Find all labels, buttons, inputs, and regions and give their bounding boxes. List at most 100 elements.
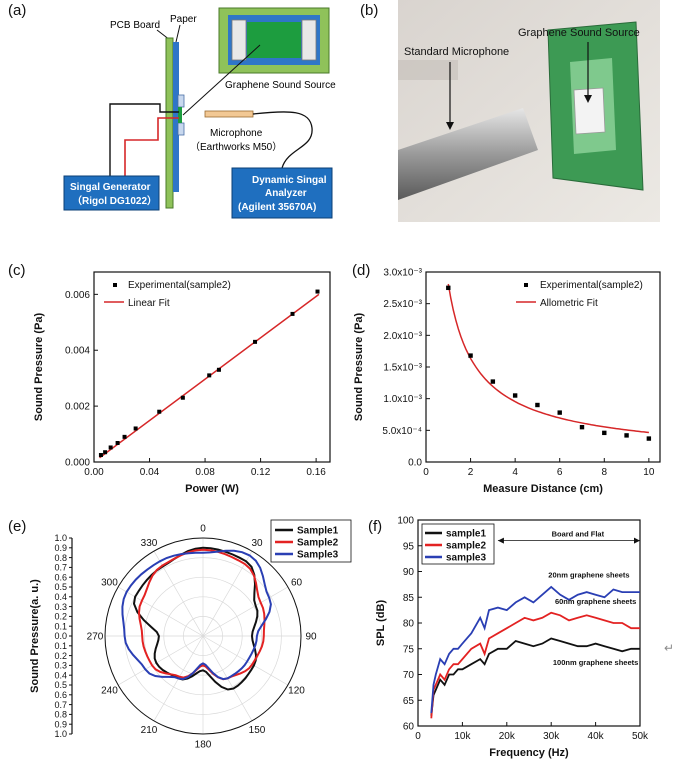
data-point (108, 445, 113, 450)
x-tick-label: 10k (454, 731, 471, 742)
radial-tick-label: 0.4 (54, 670, 67, 680)
data-point (180, 395, 185, 400)
angle-label: 210 (141, 725, 158, 736)
angle-label: 270 (87, 632, 104, 643)
photo-shadow (398, 60, 458, 80)
x-axis-label: Measure Distance (cm) (483, 483, 603, 495)
data-point (468, 353, 473, 358)
y-tick-label: 0.004 (65, 346, 90, 357)
plot-frame (93, 271, 331, 463)
allometric-fit-curve (447, 283, 649, 434)
panel-label-b: (b) (360, 2, 379, 19)
radial-tick-label: 0.7 (54, 700, 67, 710)
x-tick-label: 8 (602, 467, 608, 478)
polar-spoke (153, 550, 204, 637)
radial-tick-label: 0.0 (54, 631, 67, 641)
inset-pointer (182, 44, 261, 116)
x-tick-label: 20k (499, 731, 516, 742)
data-point (490, 379, 496, 384)
radial-tick-label: 0.6 (54, 572, 67, 582)
angle-label: 330 (141, 538, 158, 549)
analyzer-line1: Dynamic Singal (252, 175, 327, 186)
analyzer-box (231, 167, 333, 219)
inset-clamp-left (231, 19, 247, 61)
data-point (216, 367, 221, 372)
source-arrowhead (584, 95, 592, 103)
data-point (290, 311, 295, 316)
data-point (157, 409, 162, 414)
data-point (602, 430, 607, 436)
pcb-board-label: PCB Board (110, 20, 160, 31)
radial-tick-label: 0.3 (54, 602, 67, 612)
x-tick-label: 0.16 (306, 467, 326, 478)
y-tick-label: 1.0x10⁻³ (383, 394, 422, 405)
polar-spoke (117, 635, 204, 686)
upper-clamp (177, 94, 185, 108)
panel-b-photo: Standard Microphone Graphene Sound Sourc… (398, 0, 660, 222)
y-axis-label: SPL (dB) (375, 600, 387, 647)
legend-label-Sample2: Sample2 (297, 538, 339, 549)
band-arrowhead-right (634, 537, 640, 544)
chart-d: 0 2 4 6 8 10 0.0 5.0x10⁻⁴ 1.0x10⁻³ 1.5x10⁻³ 2.0x10… (353, 268, 661, 495)
thickness-label: 20nm graphene sheets (548, 571, 629, 580)
signal-generator-model: （Rigol DG1022） (72, 194, 157, 207)
y-tick-label: 0.0 (408, 458, 422, 469)
data-point (98, 453, 103, 458)
data-point (512, 393, 518, 398)
y-tick-label: 3.0x10⁻³ (383, 268, 422, 279)
data-point (557, 410, 562, 415)
black-wire (109, 103, 179, 176)
paper-label: Paper (170, 14, 197, 25)
y-tick-label: 5.0x10⁻⁴ (382, 426, 422, 437)
legend-marker-experimental (524, 283, 528, 287)
radial-tick-label: 0.8 (54, 710, 67, 720)
analyzer-line2: Analyzer (265, 188, 307, 199)
x-tick-label: 0.04 (140, 467, 160, 478)
analyzer-line3: (Agilent 35670A) (238, 202, 316, 213)
chart-f: 0 10k 20k 30k 40k 50k 60 65 70 75 80 85 90 95 100 Frequ… (375, 516, 649, 760)
x-tick-label: 4 (512, 467, 518, 478)
radial-tick-label: 0.2 (54, 651, 67, 661)
angle-label: 90 (305, 632, 317, 643)
x-tick-label: 30k (543, 731, 560, 742)
data-point (646, 436, 652, 441)
standard-microphone-shape (398, 108, 538, 200)
polar-spoke (202, 635, 289, 686)
panel-label-f: (f) (368, 518, 383, 535)
x-tick-label: 0.00 (84, 467, 104, 478)
legend-label-Sample1: Sample1 (297, 526, 339, 537)
radial-tick-label: 0.5 (54, 582, 67, 592)
x-tick-label: 0 (415, 731, 421, 742)
polar-series-Sample1 (132, 546, 259, 691)
paper-sheet (173, 42, 179, 192)
panel-label-e: (e) (8, 518, 27, 535)
microphone-model-label: （Earthworks M50） (190, 141, 282, 153)
graphene-side (178, 107, 182, 123)
y-axis-label: Sound Pressure(a. u.) (29, 579, 41, 693)
y-tick-label: 0.002 (65, 402, 90, 413)
thickness-label: 100nm graphene sheets (553, 658, 638, 667)
legend-experimental: Experimental(sample2) (128, 280, 231, 291)
x-tick-label: 6 (557, 467, 563, 478)
data-point (579, 424, 585, 430)
legend-allometric-fit: Allometric Fit (540, 298, 598, 309)
angle-label: 30 (251, 538, 263, 549)
y-tick-label: 80 (403, 619, 415, 630)
radial-tick-label: 0.6 (54, 690, 67, 700)
thickness-label: 60nm graphene sheets (555, 597, 636, 606)
polar-series-Sample3 (121, 549, 272, 681)
x-tick-label: 40k (588, 731, 605, 742)
graphene-source-label: Graphene Sound Source (225, 80, 336, 91)
x-tick-label: 10 (643, 467, 655, 478)
y-tick-label: 2.5x10⁻³ (383, 299, 422, 310)
y-tick-label: 0.000 (65, 458, 90, 469)
angle-label: 180 (195, 740, 212, 751)
legend-label-sample3: sample3 (446, 553, 486, 564)
microphone-label: Microphone (210, 128, 263, 139)
standard-microphone-label: Standard Microphone (404, 46, 509, 58)
y-tick-label: 95 (403, 541, 415, 552)
radial-tick-label: 0.7 (54, 563, 67, 573)
data-point (115, 441, 120, 445)
inset-graphene (247, 22, 301, 58)
y-tick-label: 0.006 (65, 290, 90, 301)
